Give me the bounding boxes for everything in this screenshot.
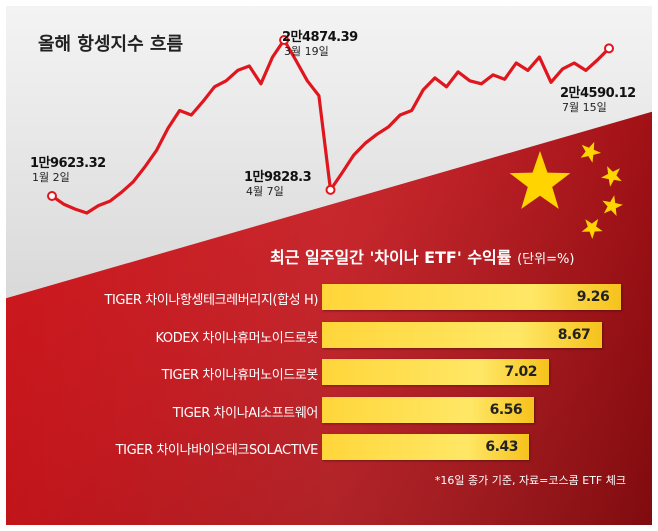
bar-value-label: 7.02	[504, 364, 538, 380]
index-point-marker	[604, 43, 614, 54]
bar	[322, 396, 534, 423]
bar-value-label: 6.43	[485, 439, 518, 455]
index-point-marker	[47, 191, 57, 201]
line-chart-title: 올해 항셍지수 흐름	[38, 34, 184, 55]
bar-category-label: TIGER 차이나바이오테크SOLACTIVE	[115, 443, 319, 458]
index-point-marker	[325, 184, 336, 195]
bar-value-label: 8.67	[557, 326, 591, 343]
bar-category-label: TIGER 차이나휴머노이드로봇	[161, 368, 319, 383]
small-star-icon	[580, 141, 601, 163]
bar-chart-unit: (단위=%)	[517, 252, 575, 267]
bar	[322, 359, 549, 385]
start-value-label: 1만9623.32	[30, 156, 106, 171]
trough-value-label: 1만9828.3	[244, 170, 312, 185]
bar-category-label: TIGER 차이나항셍테크레버리지(합성 H)	[104, 293, 318, 308]
flag-stars	[509, 141, 623, 239]
end-date-label: 7월 15일	[562, 101, 607, 114]
bar-category-label: KODEX 차이나휴머노이드로봇	[155, 330, 318, 346]
line-chart	[47, 35, 614, 215]
source-note: *16일 종가 기준, 자료=코스콤 ETF 체크	[434, 474, 626, 487]
bar	[322, 434, 530, 460]
bar-value-label: 6.56	[489, 401, 523, 418]
peak-date-label: 3월 19일	[284, 45, 329, 58]
small-star-icon	[581, 218, 603, 239]
small-star-icon	[601, 166, 622, 187]
bar-chart-title-text: 최근 일주일간 '차이나 ETF' 수익률	[270, 248, 512, 267]
bar-category-label: TIGER 차이나AI소프트웨어	[172, 405, 319, 421]
index-point-marker	[279, 35, 290, 45]
bar-value-label: 9.26	[576, 289, 610, 305]
bar-chart-title: 최근 일주일간 '차이나 ETF' 수익률 (단위=%)	[270, 244, 574, 268]
end-value-label: 2만4590.12	[560, 86, 636, 101]
small-star-icon	[602, 195, 623, 216]
peak-value-label: 2만4874.39	[282, 30, 358, 45]
big-star-icon	[509, 151, 571, 209]
start-date-label: 1월 2일	[32, 171, 70, 184]
trough-date-label: 4월 7일	[246, 185, 284, 198]
bar	[322, 321, 602, 348]
bar	[322, 284, 621, 310]
